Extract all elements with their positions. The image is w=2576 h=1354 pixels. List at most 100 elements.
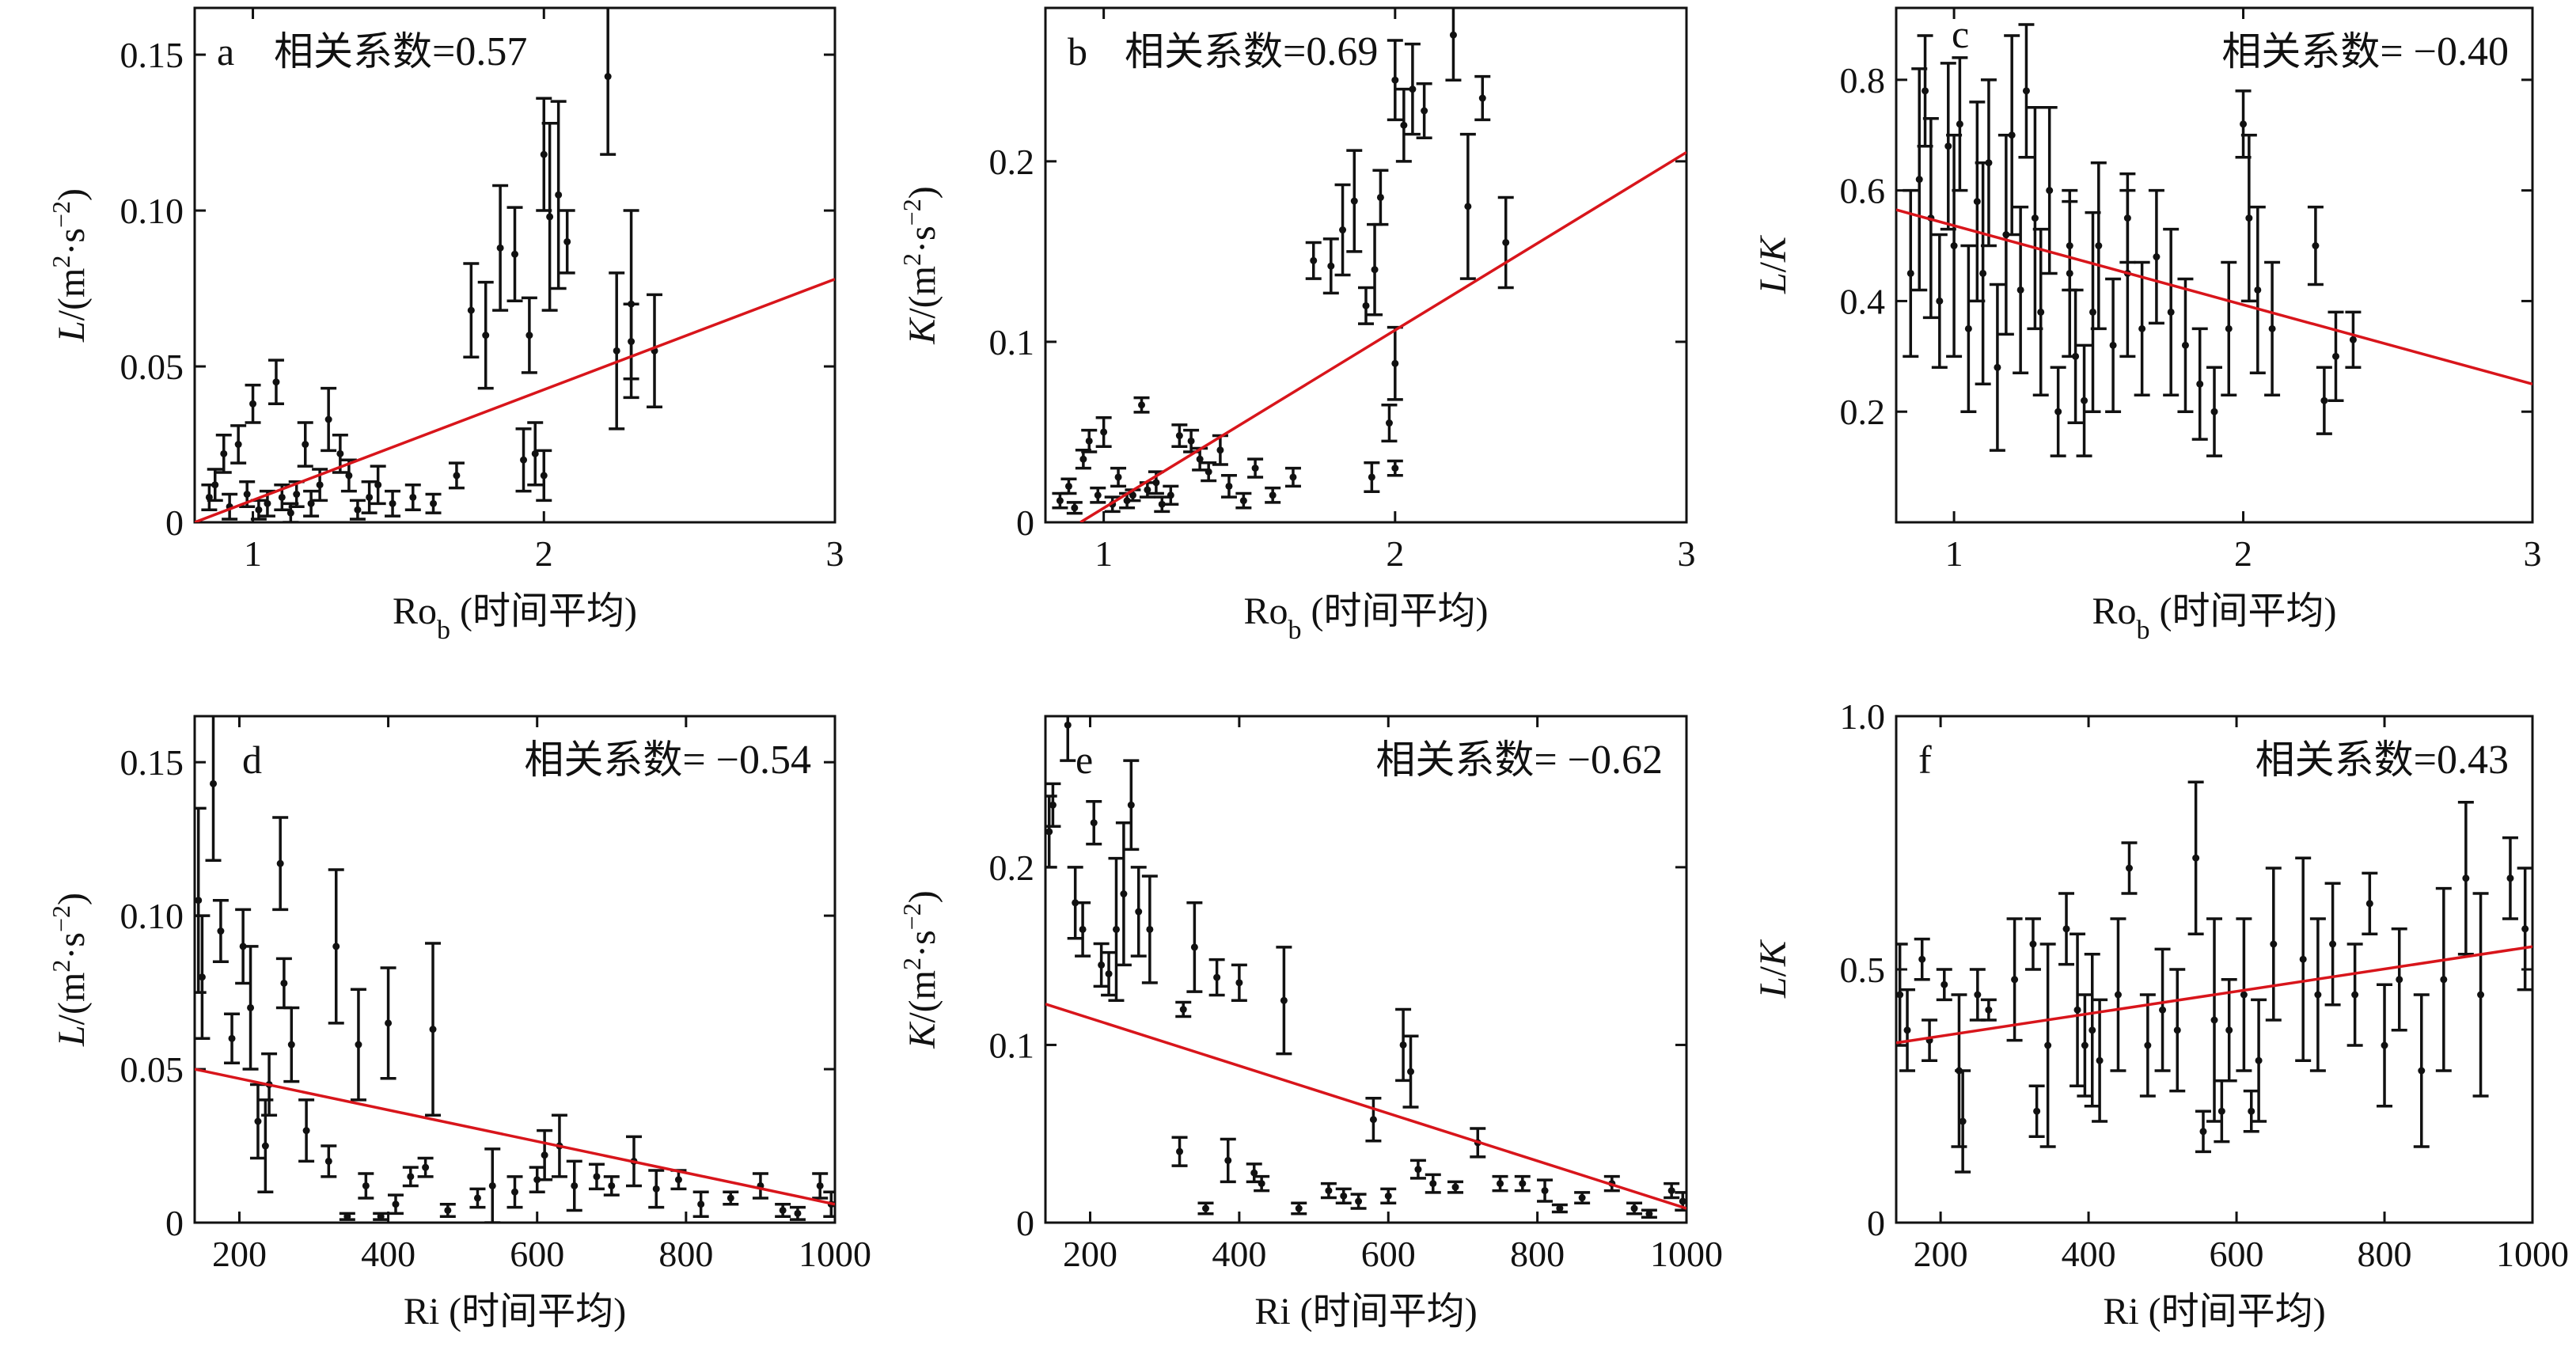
point-marker	[1519, 1180, 1527, 1188]
x-tick-label: 600	[510, 1234, 564, 1274]
data-point	[212, 898, 229, 964]
point-marker	[1187, 437, 1195, 445]
point-marker	[254, 1117, 262, 1125]
data-layer	[1896, 23, 2532, 457]
data-point	[2121, 841, 2138, 895]
data-point	[463, 262, 480, 358]
data-layer	[195, 8, 835, 522]
point-marker	[430, 499, 438, 507]
data-point	[207, 468, 223, 503]
data-point	[484, 1147, 501, 1223]
point-marker	[794, 1209, 802, 1217]
point-marker	[1049, 801, 1057, 809]
point-marker	[2031, 214, 2039, 222]
point-marker	[525, 332, 533, 339]
data-point	[2041, 106, 2058, 275]
point-marker	[1129, 491, 1136, 499]
x-tick-label: 400	[1212, 1234, 1266, 1274]
data-point	[350, 988, 366, 1102]
data-point	[195, 806, 207, 994]
data-point	[537, 1128, 553, 1181]
data-point	[2006, 917, 2023, 1042]
data-point	[775, 1202, 791, 1218]
data-point	[2148, 188, 2164, 325]
point-marker	[1327, 262, 1335, 270]
data-point	[2177, 277, 2194, 413]
correlation-annotation: 相关系数= −0.40	[2221, 28, 2509, 74]
point-marker	[272, 378, 280, 386]
point-marker	[2125, 864, 2133, 872]
panel-letter: b	[1068, 29, 1087, 74]
data-point	[623, 302, 639, 381]
data-point	[1404, 42, 1421, 136]
data-point	[2307, 205, 2324, 286]
point-marker	[1295, 1204, 1303, 1212]
x-tick-label: 400	[2062, 1234, 2116, 1274]
point-marker	[324, 415, 332, 423]
correlation-annotation: 相关系数=0.43	[2255, 737, 2509, 783]
data-point	[1387, 459, 1403, 477]
point-marker	[2225, 324, 2233, 332]
data-point	[1372, 169, 1389, 226]
data-point	[1896, 942, 1908, 1047]
panel-letter: f	[1918, 738, 1932, 782]
data-point	[1641, 1208, 1657, 1219]
data-point	[1914, 937, 1930, 981]
data-point	[2346, 942, 2363, 1047]
point-marker	[1085, 437, 1093, 445]
point-marker	[1216, 446, 1224, 454]
data-point	[469, 1187, 486, 1209]
data-point	[2243, 1089, 2259, 1133]
point-marker	[1950, 242, 1958, 250]
point-marker	[2088, 1026, 2096, 1034]
point-marker	[2033, 1107, 2041, 1115]
data-point	[298, 1098, 315, 1163]
regression-line	[195, 278, 835, 522]
point-marker	[2073, 1006, 2081, 1014]
point-marker	[2331, 352, 2339, 360]
point-marker	[555, 191, 563, 199]
point-marker	[1213, 973, 1221, 981]
x-tick-label: 1000	[1650, 1234, 1723, 1274]
data-point	[361, 480, 377, 514]
point-marker	[453, 472, 461, 480]
data-point	[588, 1162, 605, 1191]
point-marker	[1922, 87, 1929, 95]
data-point	[723, 1190, 739, 1206]
point-marker	[1205, 468, 1212, 476]
data-point	[2027, 106, 2043, 331]
data-point	[1402, 1034, 1419, 1109]
data-point	[2295, 856, 2312, 1062]
point-marker	[385, 1019, 393, 1027]
point-marker	[1235, 979, 1243, 987]
point-marker	[2225, 1026, 2233, 1034]
point-marker	[374, 481, 382, 489]
point-marker	[2029, 940, 2037, 948]
data-point	[239, 480, 256, 509]
point-marker	[255, 506, 263, 514]
point-marker	[2196, 380, 2204, 388]
point-marker	[1045, 828, 1053, 836]
point-marker	[234, 441, 242, 449]
data-point	[812, 1172, 829, 1200]
point-marker	[1340, 1192, 1348, 1200]
data-point	[1358, 286, 1374, 325]
data-point	[1093, 942, 1110, 988]
data-point	[559, 209, 575, 275]
point-marker	[1064, 482, 1072, 490]
data-point	[566, 1159, 582, 1212]
data-point	[2502, 836, 2518, 920]
point-marker	[571, 1181, 579, 1189]
point-marker	[264, 499, 271, 507]
x-tick-label: 200	[212, 1234, 267, 1274]
axes-frame	[1895, 6, 2534, 524]
y-tick-label: 0.1	[989, 1025, 1035, 1065]
point-marker	[1175, 432, 1183, 440]
point-marker	[1985, 1006, 1993, 1014]
data-point	[527, 421, 544, 487]
x-tick-label: 400	[361, 1234, 415, 1274]
panel-c: 1 2 3 0.2 0.4 0.6 0.8 Rob (时间平均) L/K c 相关系数= −0.40	[1752, 6, 2542, 645]
point-marker	[1541, 1187, 1549, 1195]
data-point	[2024, 917, 2041, 971]
